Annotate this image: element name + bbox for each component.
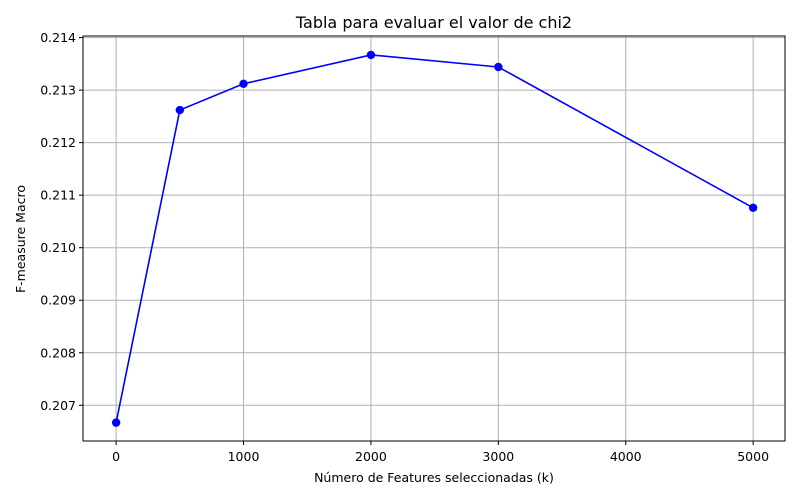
plot-frame (82, 35, 786, 442)
y-tick-label: 0.213 (40, 83, 76, 98)
y-tick-label: 0.207 (40, 398, 76, 413)
x-tick-label: 1000 (228, 449, 260, 464)
chart-title: Tabla para evaluar el valor de chi2 (295, 13, 572, 32)
y-tick-label: 0.209 (40, 293, 76, 308)
x-tick-label: 3000 (482, 449, 514, 464)
axis-ticks: 0 1000 2000 3000 4000 5000 0.207 0.208 0.209 0.21… (40, 30, 769, 464)
y-tick-label: 0.210 (40, 240, 76, 255)
data-point (494, 62, 503, 72)
series-layer (111, 50, 758, 427)
y-tick-label: 0.211 (40, 188, 76, 203)
x-tick-label: 5000 (737, 449, 769, 464)
grid-lines (83, 36, 785, 441)
y-tick-label: 0.208 (40, 345, 76, 360)
series-line (115, 54, 754, 423)
data-point (748, 203, 758, 212)
x-tick-label: 0 (112, 449, 120, 464)
data-point (239, 79, 248, 89)
x-axis-label: Número de Features seleccionadas (k) (314, 470, 554, 485)
x-tick-label: 2000 (355, 449, 387, 464)
data-point (175, 105, 185, 115)
x-tick-label: 4000 (610, 449, 642, 464)
data-point (366, 50, 376, 60)
y-tick-label: 0.214 (40, 30, 76, 45)
y-tick-label: 0.212 (40, 135, 76, 150)
data-point (111, 418, 121, 427)
y-axis-label: F-measure Macro (13, 185, 28, 293)
